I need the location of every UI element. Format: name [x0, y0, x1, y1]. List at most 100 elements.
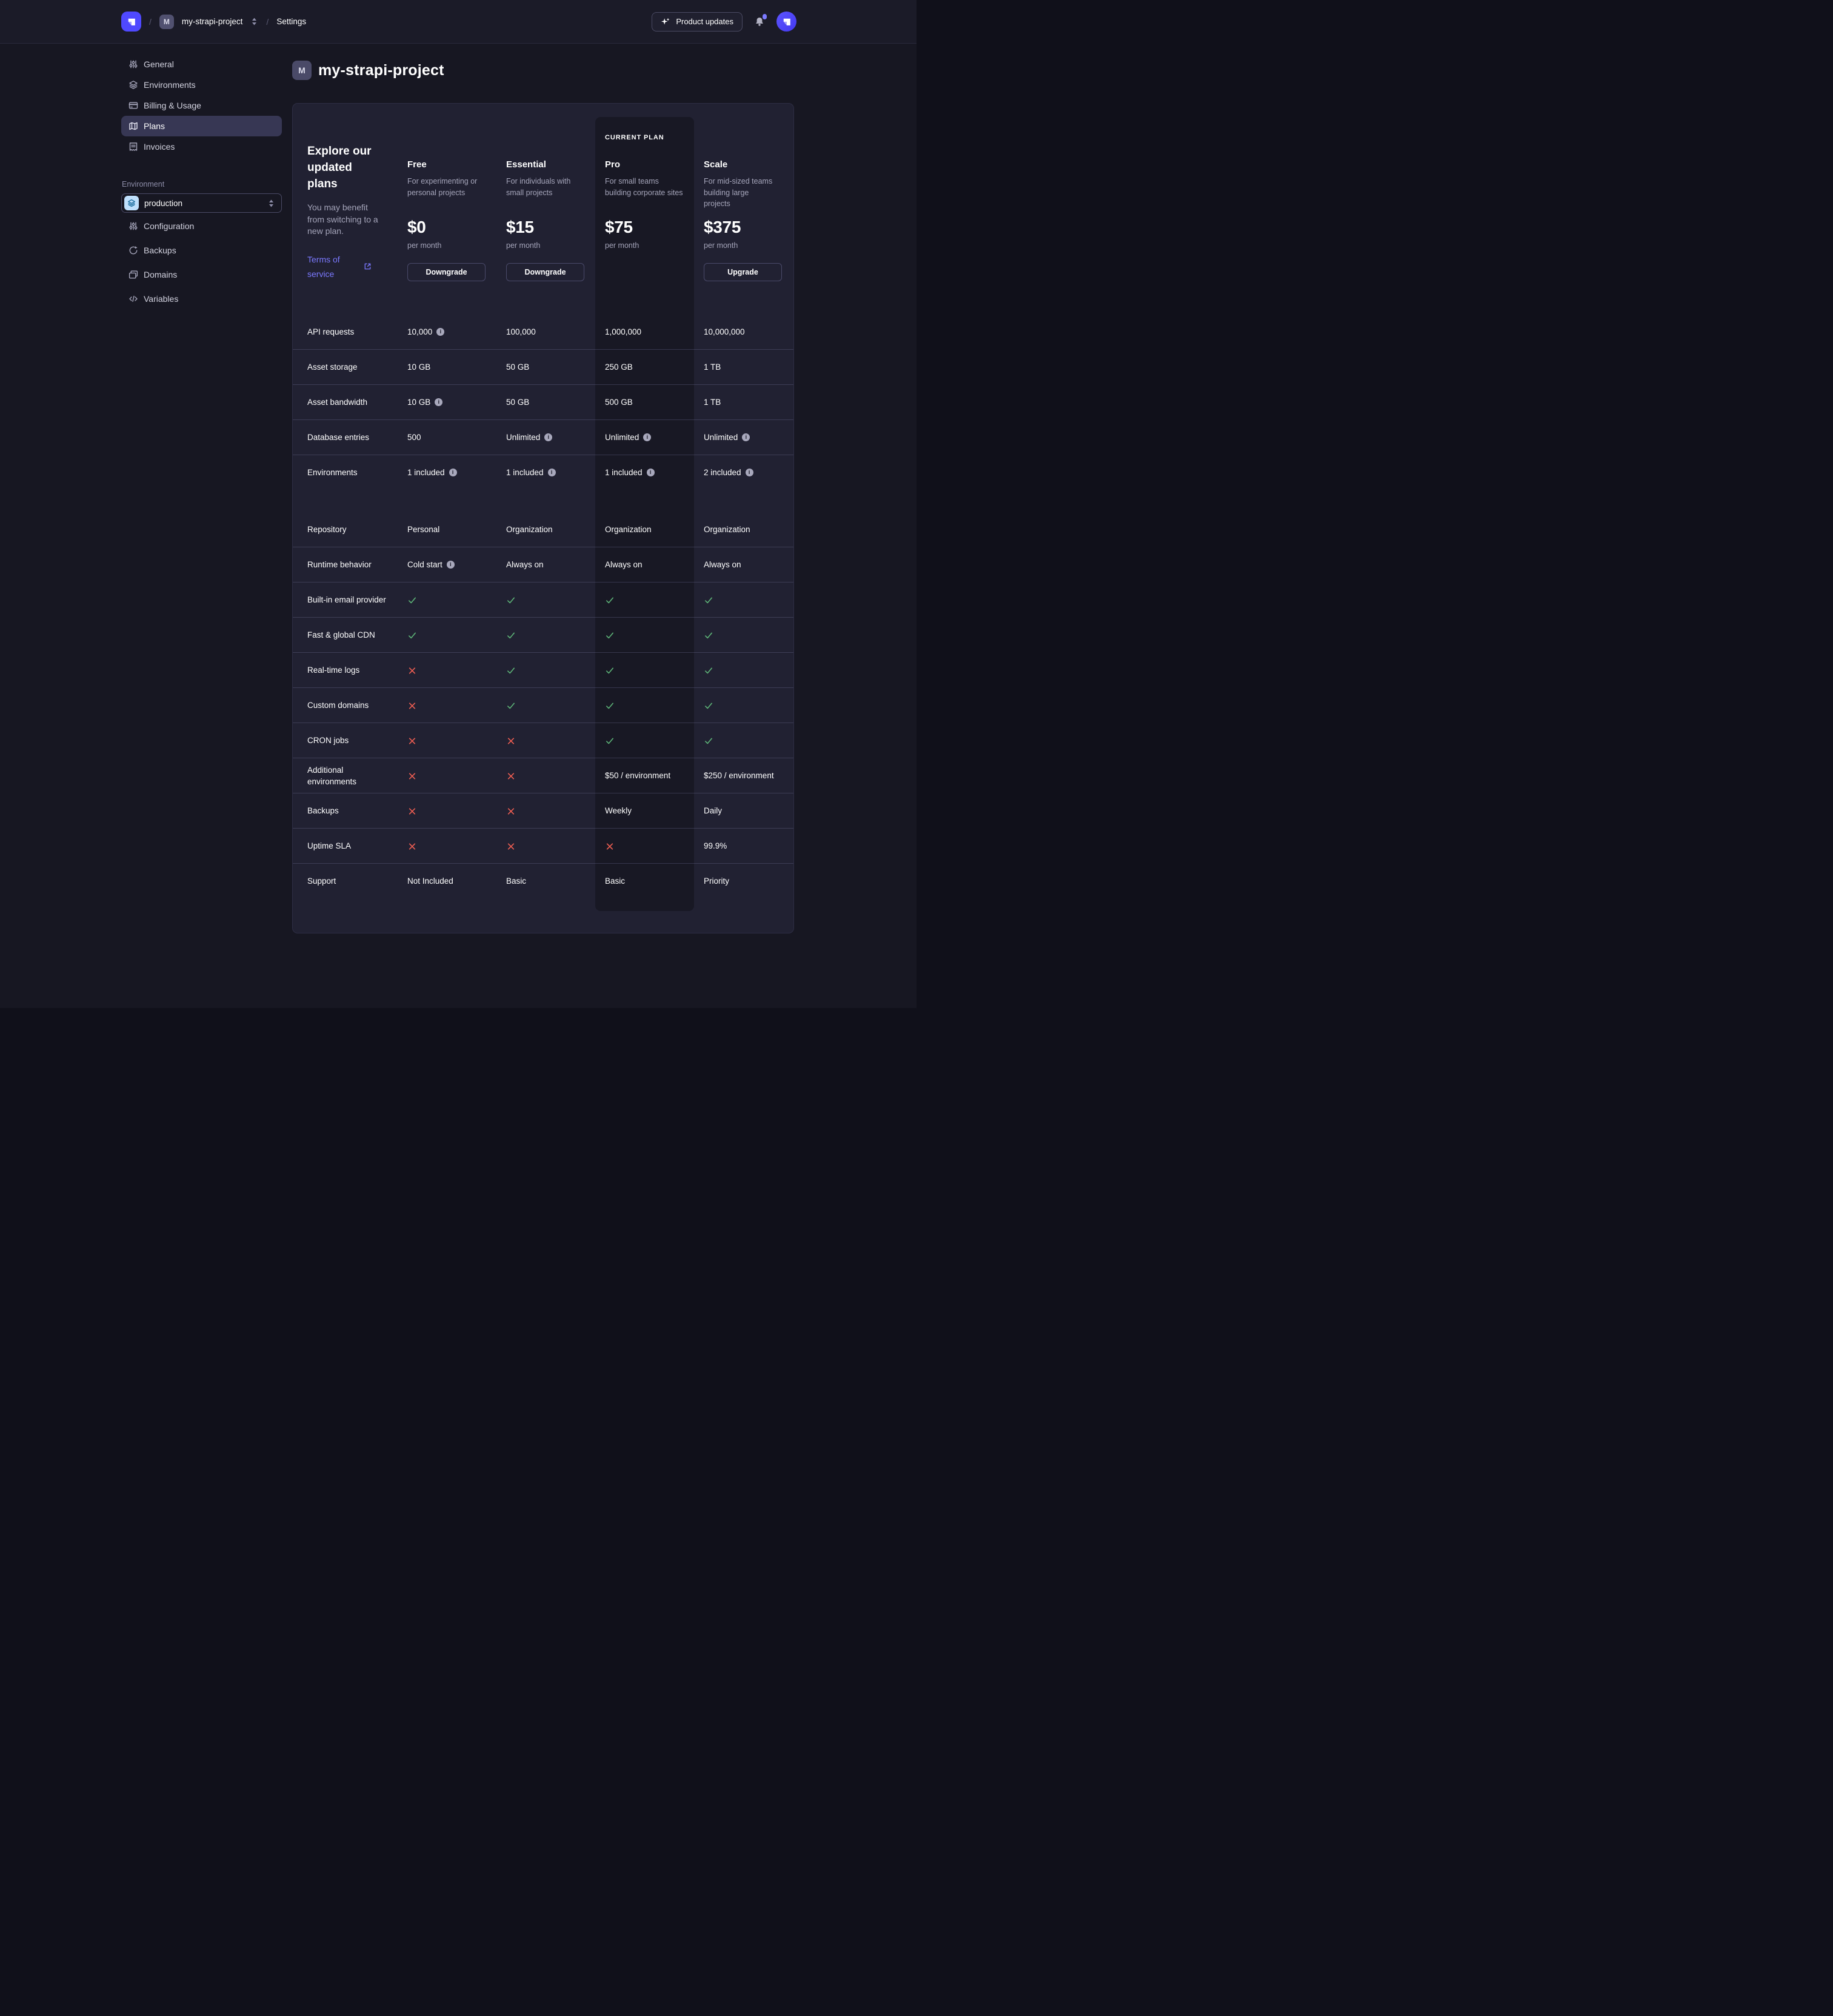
plan-column-essential: Essential For individuals with small proj… [506, 104, 605, 314]
feature-value: Unlimited [506, 433, 541, 442]
feature-label: Real-time logs [307, 666, 360, 675]
feature-value: Weekly [605, 806, 632, 815]
plan-name: Essential [506, 159, 546, 170]
sidebar-item-variables[interactable]: Variables [121, 289, 282, 309]
check-icon [407, 595, 417, 605]
info-icon[interactable] [745, 469, 753, 476]
strapi-cloud-plans-page: / M my-strapi-project / Settings Product… [0, 0, 916, 1008]
feature-cell: Organization [506, 525, 605, 534]
feature-cell [407, 666, 506, 675]
info-icon[interactable] [435, 398, 443, 406]
plan-description: For experimenting or personal projects [407, 177, 478, 197]
sidebar-item-invoices[interactable]: Invoices [121, 136, 282, 157]
downgrade-button[interactable]: Downgrade [506, 263, 584, 281]
sidebar-item-general[interactable]: General [121, 54, 282, 75]
feature-cell [704, 666, 795, 675]
layers-icon [129, 80, 138, 90]
feature-cell: Organization [704, 525, 795, 534]
info-icon[interactable] [643, 433, 652, 441]
upgrade-button[interactable]: Upgrade [704, 263, 782, 281]
feature-cell: Priority [704, 876, 795, 886]
sidebar-item-configuration[interactable]: Configuration [121, 216, 282, 236]
environment-selector[interactable]: production [121, 193, 282, 213]
user-avatar[interactable] [776, 12, 796, 32]
cross-icon [407, 666, 417, 675]
info-icon[interactable] [742, 433, 750, 441]
sidebar-item-domains[interactable]: Domains [121, 264, 282, 285]
feature-cell: Unlimited [704, 433, 795, 442]
check-icon [605, 666, 615, 675]
sidebar-item-label: Domains [144, 270, 178, 279]
feature-value: 1 TB [704, 362, 721, 372]
feature-value: 99.9% [704, 841, 727, 850]
feature-value: 500 GB [605, 398, 633, 407]
cross-icon [506, 771, 516, 781]
sidebar-item-billing-usage[interactable]: Billing & Usage [121, 95, 282, 116]
info-icon[interactable] [547, 469, 556, 476]
feature-cell: 500 GB [605, 398, 704, 407]
feature-cell [605, 630, 704, 640]
feature-value: 1,000,000 [605, 327, 642, 336]
check-icon [506, 666, 516, 675]
feature-value: 1 included [506, 468, 544, 477]
terms-of-service-link[interactable]: Terms of service [307, 252, 390, 281]
feature-cell [704, 736, 795, 746]
terms-of-service-label: Terms of service [307, 254, 340, 279]
project-selector-icon[interactable] [250, 17, 258, 26]
sidebar-item-environments[interactable]: Environments [121, 75, 282, 95]
feature-label: Uptime SLA [307, 841, 352, 850]
feature-value: 100,000 [506, 327, 536, 336]
feature-row-real-time-logs: Real-time logs [293, 652, 793, 687]
feature-cell: 10 GB [407, 362, 506, 372]
sidebar-item-label: Plans [144, 121, 165, 131]
feature-value: Basic [605, 876, 626, 886]
main-area: General Environments Billing & Usage Plans I… [0, 44, 916, 1008]
cross-icon [407, 736, 417, 746]
feature-label: Asset bandwidth [307, 398, 368, 407]
plan-column-free: Free For experimenting or personal projec… [407, 104, 506, 314]
downgrade-button[interactable]: Downgrade [407, 263, 486, 281]
breadcrumb-settings[interactable]: Settings [276, 17, 307, 26]
feature-label: Support [307, 876, 336, 886]
feature-cell [704, 595, 795, 605]
notifications-bell-icon[interactable] [753, 13, 767, 28]
sidebar-item-label: Backups [144, 245, 176, 255]
feature-row-built-in-email-provider: Built-in email provider [293, 582, 793, 617]
strapi-logo[interactable] [121, 12, 141, 32]
check-icon [407, 630, 417, 640]
sidebar-item-plans[interactable]: Plans [121, 116, 282, 136]
feature-value: 1 included [407, 468, 445, 477]
info-icon[interactable] [436, 327, 445, 336]
sidebar-environment-nav: Configuration Backups Domains Variables [121, 216, 282, 309]
feature-row-fast-global-cdn: Fast & global CDN [293, 617, 793, 652]
product-updates-button[interactable]: Product updates [652, 12, 743, 32]
feature-value: 1 TB [704, 398, 721, 407]
sidebar-item-backups[interactable]: Backups [121, 240, 282, 261]
info-icon[interactable] [446, 561, 455, 569]
feature-cell: $50 / environment [605, 771, 704, 780]
feature-row-environments: Environments 1 included 1 included 1 includ… [293, 455, 793, 490]
feature-label: Custom domains [307, 701, 369, 710]
feature-row-additional-environments: Additional environments $50 / environment… [293, 758, 793, 793]
sidebar-item-label: Environments [144, 80, 196, 90]
feature-row-database-entries: Database entries 500 Unlimited Unlimited Unl… [293, 419, 793, 455]
feature-cell: Basic [605, 876, 704, 886]
receipt-icon [129, 142, 138, 152]
info-icon[interactable] [646, 469, 655, 476]
feature-value: 2 included [704, 468, 741, 477]
info-icon[interactable] [544, 433, 553, 441]
cross-icon [506, 841, 516, 851]
feature-cell: 1 TB [704, 398, 795, 407]
project-badge: M [159, 14, 174, 29]
sidebar-item-label: Variables [144, 294, 179, 304]
feature-cell: 250 GB [605, 362, 704, 372]
breadcrumb-project-name[interactable]: my-strapi-project [181, 17, 243, 26]
feature-label: Built-in email provider [307, 595, 386, 604]
feature-cell: 1,000,000 [605, 327, 704, 336]
feature-cell: Always on [605, 560, 704, 569]
product-updates-label: Product updates [676, 17, 733, 26]
plans-intro-subtitle: You may benefit from switching to a new … [307, 202, 378, 236]
feature-cell: 99.9% [704, 841, 795, 850]
info-icon[interactable] [449, 469, 457, 476]
feature-value: 1 included [605, 468, 643, 477]
